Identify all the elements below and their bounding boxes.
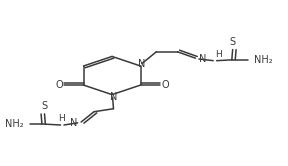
Text: NH₂: NH₂ bbox=[5, 119, 23, 129]
Text: S: S bbox=[41, 101, 48, 111]
Text: H: H bbox=[215, 50, 221, 59]
Text: N: N bbox=[70, 118, 77, 128]
Text: S: S bbox=[230, 37, 236, 47]
Text: N: N bbox=[138, 59, 146, 69]
Text: N: N bbox=[199, 54, 206, 64]
Text: O: O bbox=[55, 80, 63, 90]
Text: NH₂: NH₂ bbox=[254, 55, 272, 65]
Text: O: O bbox=[161, 80, 169, 90]
Text: N: N bbox=[110, 92, 117, 102]
Text: H: H bbox=[58, 114, 65, 123]
